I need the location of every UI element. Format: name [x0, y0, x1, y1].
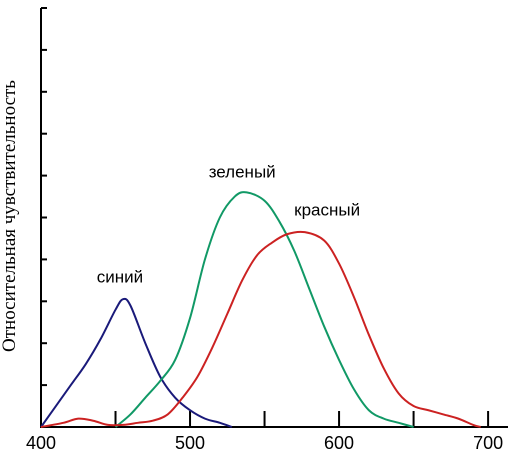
green-sensitivity-curve [114, 191, 414, 428]
red-series-label: красный [294, 200, 360, 219]
green-series-label: зеленый [209, 163, 276, 182]
series-labels: синий зеленый красный [97, 163, 360, 287]
blue-sensitivity-curve [40, 297, 233, 428]
x-tick-label-600: 600 [324, 433, 354, 453]
x-axis-ticks [114, 411, 490, 427]
series-curves [40, 191, 481, 428]
y-axis-ticks [41, 7, 47, 387]
blue-series-label: синий [97, 267, 143, 286]
x-tick-label-500: 500 [175, 433, 205, 453]
y-axis-label: Относительная чувствительность [0, 80, 20, 352]
x-axis-tick-labels: 400 500 600 700 [26, 433, 503, 453]
red-sensitivity-curve [40, 230, 481, 428]
x-tick-label-700: 700 [473, 433, 503, 453]
x-tick-label-400: 400 [26, 433, 56, 453]
